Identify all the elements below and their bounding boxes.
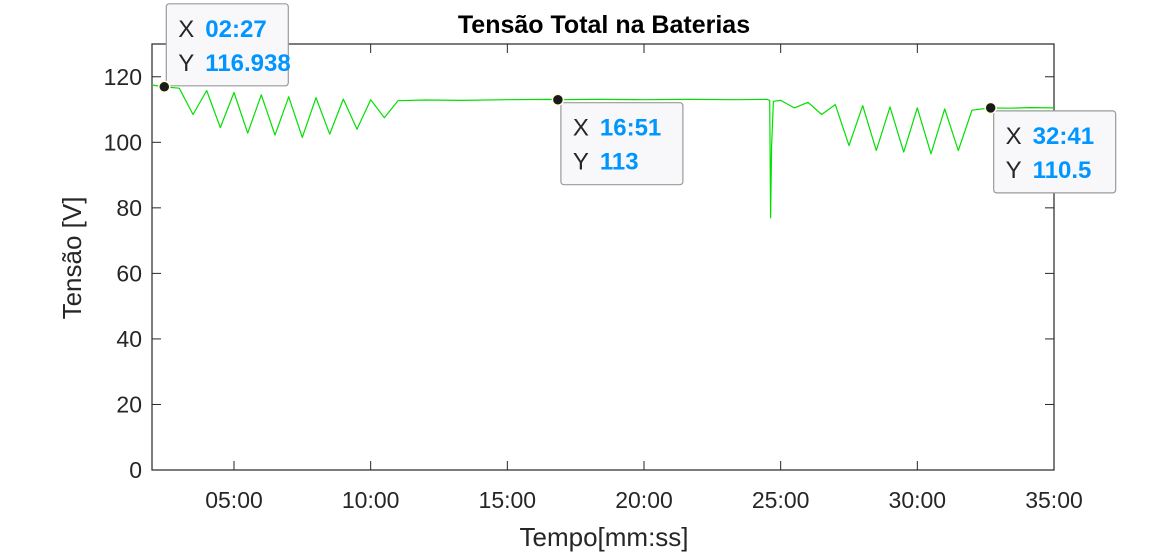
y-axis-label: Tensão [V] [57, 197, 87, 320]
y-tick-label: 80 [116, 195, 142, 221]
x-tick-label: 25:00 [752, 487, 810, 513]
datatip-y-value: 113 [600, 149, 639, 176]
datatip-x-value: 32:41 [1033, 123, 1094, 150]
x-tick-label: 35:00 [1025, 487, 1083, 513]
datatip-marker [551, 93, 565, 106]
y-tick-label: 100 [104, 129, 142, 155]
axes-box [151, 43, 1055, 471]
y-tick-label: 60 [116, 260, 142, 286]
datatip-y-key: Y [573, 149, 589, 176]
x-tick-label: 20:00 [615, 487, 673, 513]
y-tick-label: 20 [116, 391, 142, 417]
x-axis-label: Tempo[mm:ss] [519, 522, 688, 552]
chart-title: Tensão Total na Baterias [458, 11, 750, 39]
datatip-y-key: Y [178, 50, 194, 77]
y-tick-label: 120 [104, 64, 142, 90]
plot-area: 0 20 40 60 80 100 120 05:00 10:00 15:00 20:00 25:00… [104, 3, 1117, 513]
datatip-box [560, 102, 684, 186]
datatip-y-value: 116.938 [205, 50, 290, 77]
voltage-series-line [151, 84, 1055, 219]
x-tick-label: 10:00 [342, 487, 400, 513]
datatip-x-value: 02:27 [205, 16, 266, 43]
y-tick-label: 0 [129, 457, 142, 483]
datatip-x-key: X [178, 16, 194, 43]
datatip-box [165, 3, 289, 87]
x-tick-label: 05:00 [205, 487, 263, 513]
y-tick-label: 40 [116, 326, 142, 352]
datatip-x-value: 16:51 [600, 115, 661, 142]
datatip-x-key: X [1006, 123, 1022, 150]
datatip: X 02:27 Y 116.938 [165, 3, 291, 87]
x-tick-label: 15:00 [479, 487, 537, 513]
datatip-y-value: 110.5 [1033, 157, 1092, 184]
datatip-marker [158, 80, 171, 94]
datatip-x-key: X [573, 115, 589, 142]
datatip: X 32:41 Y 110.5 [993, 110, 1117, 194]
datatip: X 16:51 Y 113 [560, 102, 684, 186]
x-tick-label: 30:00 [889, 487, 947, 513]
datatip-box [993, 110, 1117, 194]
datatip-marker [984, 101, 997, 115]
datatip-y-key: Y [1006, 157, 1022, 184]
